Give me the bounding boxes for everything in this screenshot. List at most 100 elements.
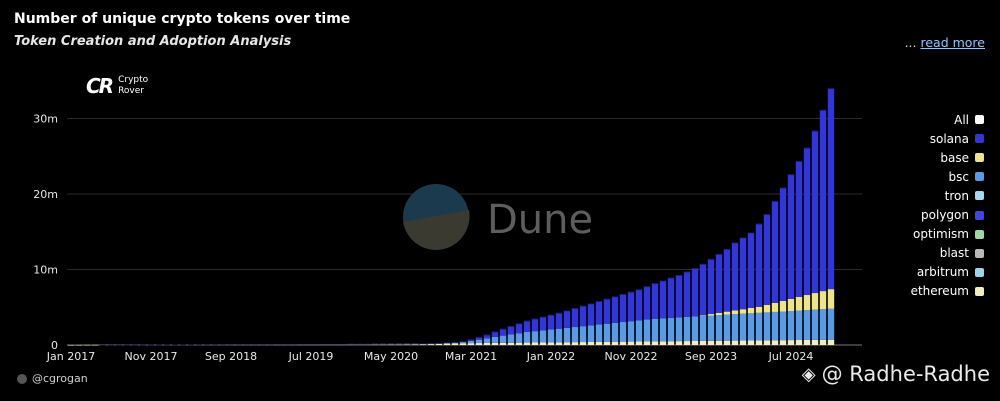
bar-ethereum — [635, 341, 643, 345]
bar-bsc — [539, 330, 547, 343]
bar-solana — [635, 289, 643, 321]
bar-solana — [675, 275, 683, 318]
bar-bsc — [475, 339, 483, 344]
bar-solana — [715, 253, 723, 313]
read-more: ... read more — [905, 35, 985, 50]
bar-top-edge — [787, 174, 795, 176]
bar-solana — [795, 161, 803, 297]
bars — [67, 88, 835, 346]
legend-label: bsc — [948, 169, 969, 184]
bar-top-edge — [379, 343, 387, 345]
bar-bsc — [523, 332, 531, 343]
legend-item-all[interactable]: All — [889, 110, 984, 129]
bar-ethereum — [627, 341, 635, 345]
legend-item-bsc[interactable]: bsc — [889, 167, 984, 186]
bar-top-edge — [467, 339, 475, 341]
bar-ethereum — [795, 340, 803, 345]
bar-bsc — [587, 325, 595, 342]
bar-top-edge — [763, 214, 771, 216]
bar-solana — [811, 130, 819, 294]
bar-solana — [771, 200, 779, 303]
bar-solana — [547, 314, 555, 330]
legend-swatch — [975, 229, 984, 239]
bar-top-edge — [659, 280, 667, 282]
legend-item-optimism[interactable]: optimism — [889, 225, 984, 244]
bar-solana — [619, 294, 627, 323]
bar-bsc — [491, 336, 499, 343]
legend-item-solana[interactable]: solana — [889, 129, 984, 148]
bar-bsc — [723, 314, 731, 341]
bar-ethereum — [427, 343, 435, 345]
bar-ethereum — [507, 342, 515, 345]
bar-ethereum — [747, 340, 755, 345]
bar-solana — [651, 283, 659, 319]
bar-ethereum — [443, 343, 451, 345]
legend-item-blast[interactable]: blast — [889, 244, 984, 263]
legend-swatch — [975, 115, 984, 125]
bar-top-edge — [403, 343, 411, 345]
bar-top-edge — [643, 286, 651, 288]
bar-top-edge — [299, 344, 307, 345]
bar-ethereum — [787, 340, 795, 345]
author: @cgrogan — [17, 372, 88, 385]
bar-ethereum — [603, 341, 611, 345]
bar-ethereum — [731, 340, 739, 345]
bar-ethereum — [91, 344, 99, 346]
read-more-ellipsis: ... — [904, 35, 917, 50]
bar-top-edge — [627, 291, 635, 293]
bar-top-edge — [515, 323, 523, 325]
bar-base — [731, 310, 739, 315]
bar-solana — [747, 232, 755, 309]
bar-top-edge — [755, 223, 763, 225]
y-tick-label: 0 — [51, 339, 58, 352]
bar-top-edge — [803, 147, 811, 149]
bar-bsc — [675, 317, 683, 342]
bar-solana — [723, 248, 731, 312]
dune-logo-lower-half — [403, 210, 470, 250]
bar-bsc — [627, 321, 635, 342]
bar-top-edge — [171, 344, 179, 346]
legend-item-ethereum[interactable]: ethereum — [889, 282, 984, 301]
bar-bsc — [451, 342, 459, 344]
bar-ethereum — [579, 342, 587, 345]
bar-top-edge — [819, 109, 827, 111]
legend-item-tron[interactable]: tron — [889, 186, 984, 205]
legend-label: ethereum — [910, 284, 969, 299]
legend-label: optimism — [913, 227, 969, 242]
dune-watermark: Dune — [403, 184, 593, 250]
bar-solana — [483, 334, 491, 339]
bar-top-edge — [363, 343, 371, 345]
bar-top-edge — [723, 248, 731, 250]
bar-bsc — [811, 309, 819, 340]
bar-top-edge — [611, 296, 619, 298]
bar-top-edge — [275, 344, 283, 345]
bar-ethereum — [675, 341, 683, 345]
bar-bsc — [483, 338, 491, 343]
bar-ethereum — [67, 344, 75, 346]
bar-ethereum — [651, 341, 659, 345]
bar-ethereum — [571, 342, 579, 345]
bar-bsc — [459, 342, 467, 344]
radhe-watermark: ◈ @ Radhe-Radhe — [802, 362, 990, 386]
bar-bsc — [707, 315, 715, 341]
bar-bsc — [795, 310, 803, 341]
legend-item-arbitrum[interactable]: arbitrum — [889, 263, 984, 282]
bar-base — [803, 295, 811, 311]
bar-ethereum — [811, 339, 819, 345]
bar-ethereum — [683, 341, 691, 345]
bar-top-edge — [291, 344, 299, 345]
legend-swatch — [975, 191, 984, 201]
bar-top-edge — [283, 344, 291, 345]
legend-item-polygon[interactable]: polygon — [889, 205, 984, 224]
bar-ethereum — [595, 341, 603, 345]
read-more-link[interactable]: read more — [920, 35, 985, 50]
legend-item-base[interactable]: base — [889, 148, 984, 167]
bar-ethereum — [83, 344, 91, 346]
bar-ethereum — [619, 341, 627, 345]
bar-ethereum — [819, 339, 827, 345]
crypto-rover-logo-mark: CR — [86, 74, 114, 98]
bar-solana — [667, 277, 675, 318]
bar-ethereum — [659, 341, 667, 345]
legend-label: blast — [939, 246, 969, 261]
bar-solana — [555, 312, 563, 329]
